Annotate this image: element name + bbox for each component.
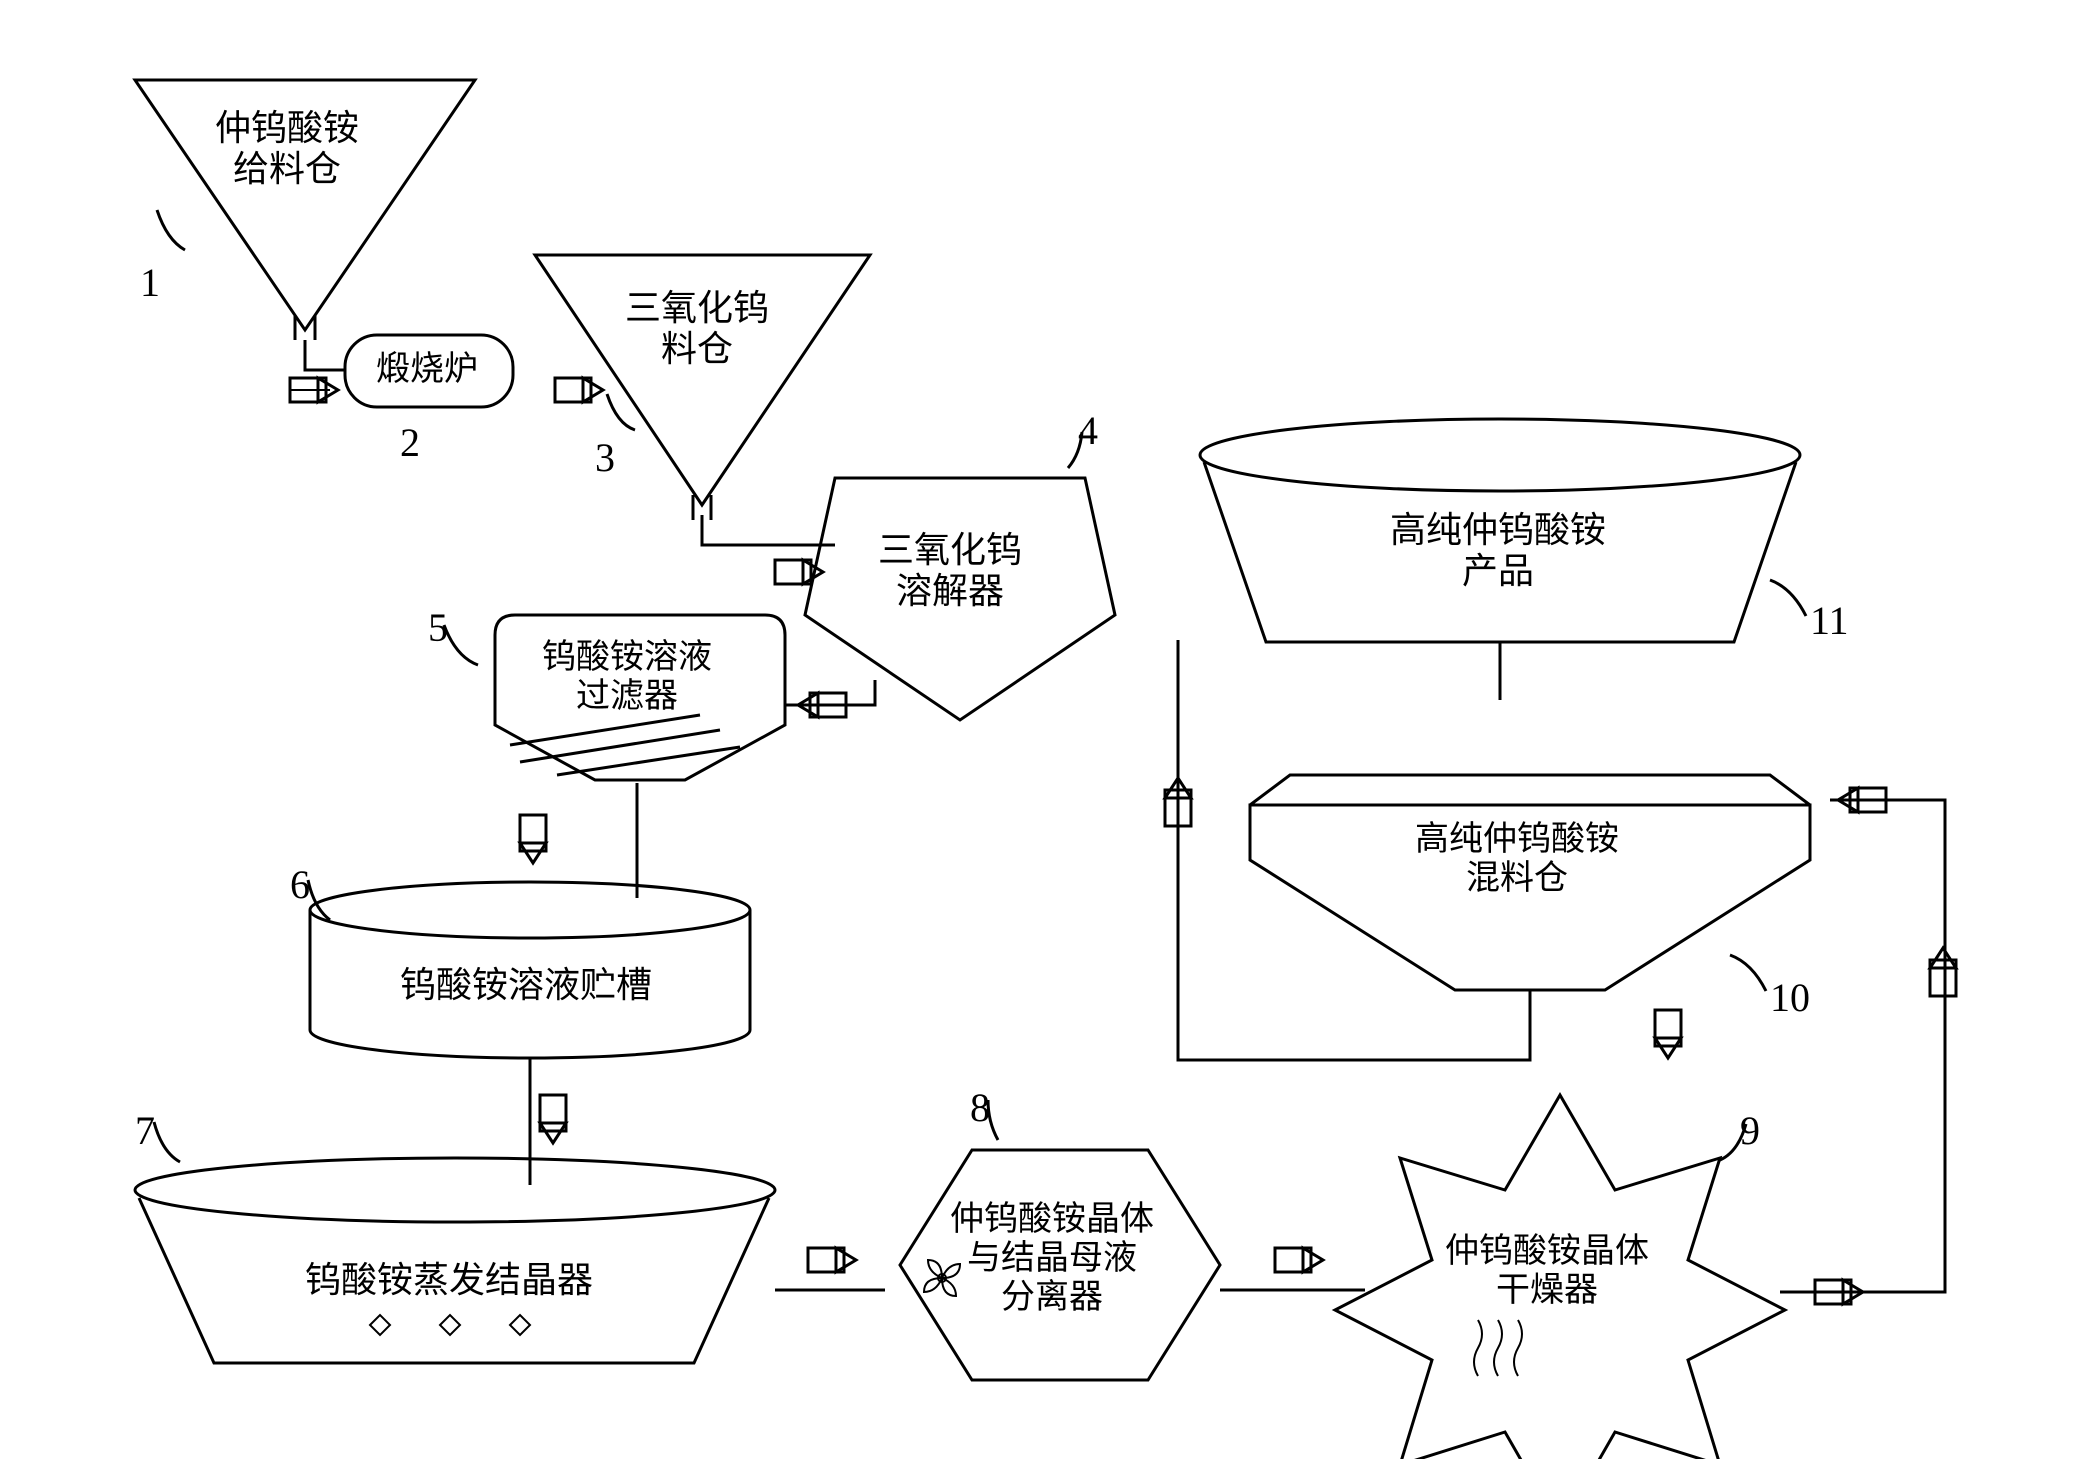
node-5-label: 钨酸铵溶液 过滤器	[542, 638, 712, 716]
arrow-up-right	[1930, 948, 1956, 996]
arrow-1-2	[290, 378, 338, 402]
arrow-7-8	[808, 1248, 856, 1272]
node-10-label: 高纯仲钨酸铵 混料仓	[1415, 820, 1619, 898]
node-2-label: 煅烧炉	[376, 350, 478, 389]
node-7-top	[135, 1158, 775, 1222]
node-2-num: 2	[400, 420, 420, 466]
arrow-10-down	[1655, 1010, 1681, 1058]
node-4-num: 4	[1078, 408, 1098, 454]
node-4-label: 三氧化钨 溶解器	[878, 530, 1022, 613]
node-6-top	[310, 882, 750, 938]
arrow-8-9	[1275, 1248, 1323, 1272]
node-3-num: 3	[595, 435, 615, 481]
node-8-label: 仲钨酸铵晶体 与结晶母液 分离器	[950, 1200, 1154, 1317]
node-1-num: 1	[140, 260, 160, 306]
arrow-2-3	[555, 378, 603, 402]
node-11-label: 高纯仲钨酸铵 产品	[1390, 510, 1606, 593]
node-3-label: 三氧化钨 料仓	[625, 288, 769, 371]
arrow-5-6	[520, 815, 546, 863]
node-6-label: 钨酸铵溶液贮槽	[400, 965, 652, 1006]
node-8-num: 8	[970, 1085, 990, 1131]
node-10-num: 10	[1770, 975, 1810, 1021]
node-5-num: 5	[428, 605, 448, 651]
arrow-6-7	[540, 1095, 566, 1143]
node-9-num: 9	[1740, 1108, 1760, 1154]
node-7-label: 钨酸铵蒸发结晶器	[305, 1260, 593, 1301]
node-7-num: 7	[135, 1108, 155, 1154]
node-1-label: 仲钨酸铵 给料仓	[215, 108, 359, 191]
node-6-num: 6	[290, 862, 310, 908]
node-11-num: 11	[1810, 598, 1849, 644]
node-9-label: 仲钨酸铵晶体 干燥器	[1445, 1232, 1649, 1310]
node-11-top	[1200, 419, 1800, 491]
diagram-stage: 仲钨酸铵 给料仓 1 煅烧炉 2 三氧化钨 料仓 3 三氧化钨 溶解器 4 钨酸…	[0, 0, 2095, 1459]
